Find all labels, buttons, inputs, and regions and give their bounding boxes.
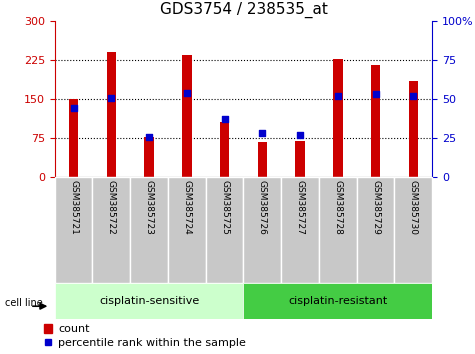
- Title: GDS3754 / 238535_at: GDS3754 / 238535_at: [160, 2, 327, 18]
- Text: GSM385730: GSM385730: [409, 180, 418, 235]
- Point: [258, 131, 266, 136]
- Bar: [220, 122, 229, 177]
- Text: GSM385721: GSM385721: [69, 180, 78, 235]
- Bar: [281, 177, 319, 283]
- Bar: [243, 177, 281, 283]
- Text: GSM385722: GSM385722: [107, 180, 116, 235]
- Bar: [69, 99, 78, 177]
- Bar: [206, 177, 243, 283]
- Bar: [333, 59, 342, 177]
- Text: GSM385724: GSM385724: [182, 180, 191, 235]
- Bar: [243, 283, 432, 319]
- Point: [221, 116, 228, 122]
- Point: [145, 134, 153, 139]
- Text: GSM385726: GSM385726: [258, 180, 267, 235]
- Text: GSM385727: GSM385727: [295, 180, 304, 235]
- Text: GSM385729: GSM385729: [371, 180, 380, 235]
- Point: [70, 105, 77, 111]
- Bar: [257, 142, 267, 177]
- Text: GSM385725: GSM385725: [220, 180, 229, 235]
- Point: [409, 93, 417, 99]
- Bar: [182, 55, 191, 177]
- Bar: [319, 177, 357, 283]
- Text: cisplatin-sensitive: cisplatin-sensitive: [99, 296, 199, 306]
- Text: GSM385723: GSM385723: [144, 180, 153, 235]
- Bar: [408, 81, 418, 177]
- Bar: [55, 283, 243, 319]
- Bar: [168, 177, 206, 283]
- Text: cisplatin-resistant: cisplatin-resistant: [288, 296, 388, 306]
- Bar: [55, 177, 92, 283]
- Point: [107, 95, 115, 101]
- Bar: [144, 137, 154, 177]
- Bar: [106, 52, 116, 177]
- Legend: count, percentile rank within the sample: count, percentile rank within the sample: [44, 324, 246, 348]
- Bar: [130, 177, 168, 283]
- Bar: [92, 177, 130, 283]
- Text: cell line: cell line: [5, 298, 42, 308]
- Bar: [357, 177, 394, 283]
- Point: [334, 93, 342, 99]
- Bar: [371, 65, 380, 177]
- Point: [372, 92, 380, 97]
- Text: GSM385728: GSM385728: [333, 180, 342, 235]
- Point: [183, 90, 190, 96]
- Bar: [295, 141, 305, 177]
- Point: [296, 132, 304, 138]
- Bar: [395, 177, 432, 283]
